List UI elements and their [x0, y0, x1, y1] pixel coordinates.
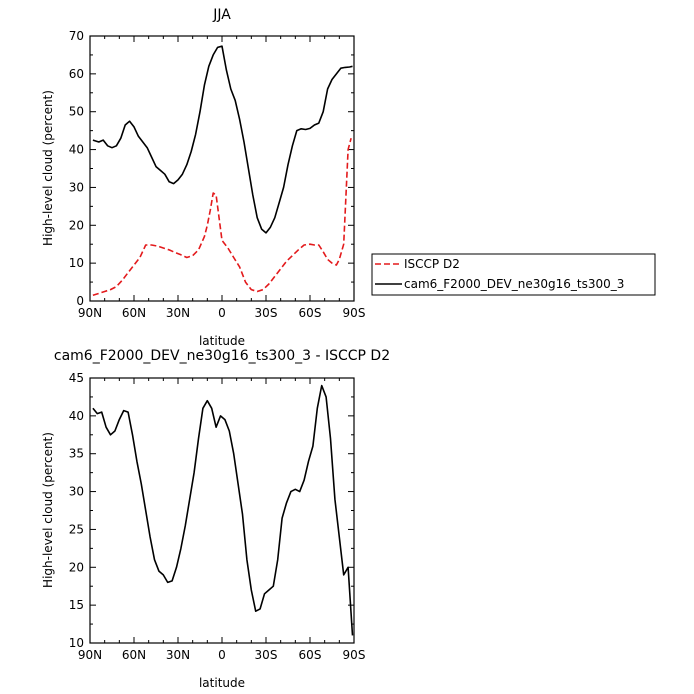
top-series-line-1 [92, 45, 353, 234]
bottom-series-line-0 [92, 384, 354, 636]
top-plot-frame [89, 35, 355, 302]
bottom-y-tick-label: 35 [69, 447, 84, 461]
bottom-x-tick-label: 30N [166, 648, 190, 662]
top-x-tick-label: 90N [78, 306, 102, 320]
top-y-tick-label: 10 [69, 256, 84, 270]
top-x-axis-label: latitude [199, 334, 245, 348]
bottom-plot-area: 90N 60N 30N 0 30S 60S 90S 10 15 20 25 30 35 40 45 [69, 371, 366, 662]
bottom-x-axis-label: latitude [199, 676, 245, 690]
top-plot-area: 90N 60N 30N 0 30S 60S 90S 0 10 20 30 40 50 60 70 [69, 29, 366, 320]
bottom-y-tick-label: 40 [69, 409, 84, 423]
bottom-x-tick-label: 0 [218, 648, 226, 662]
top-x-tick-label: 0 [218, 306, 226, 320]
top-y-tick-label: 70 [69, 29, 84, 43]
top-y-tick-label: 60 [69, 67, 84, 81]
bottom-y-tick-label: 25 [69, 522, 84, 536]
top-y-tick-label: 30 [69, 180, 84, 194]
top-x-tick-label: 90S [343, 306, 366, 320]
bottom-y-tick-label: 30 [69, 485, 84, 499]
legend-label-isccp: ISCCP D2 [404, 257, 460, 271]
bottom-y-tick-label: 10 [69, 636, 84, 650]
top-x-tick-label: 60S [299, 306, 322, 320]
top-series-line-0 [92, 137, 352, 297]
legend: ISCCP D2 cam6_F2000_DEV_ne30g16_ts300_3 [371, 253, 656, 296]
bottom-chart: cam6_F2000_DEV_ne30g16_ts300_3 - ISCCP D… [41, 348, 390, 690]
bottom-x-tick-label: 60N [122, 648, 146, 662]
top-y-tick-label: 40 [69, 143, 84, 157]
legend-box [371, 253, 656, 296]
top-y-axis-label: High-level cloud (percent) [41, 90, 55, 246]
bottom-x-tick-label: 90N [78, 648, 102, 662]
bottom-x-tick-label: 60S [299, 648, 322, 662]
bottom-x-tick-label: 90S [343, 648, 366, 662]
top-chart-title: JJA [212, 7, 231, 23]
bottom-y-tick-label: 45 [69, 371, 84, 385]
top-y-tick-label: 20 [69, 218, 84, 232]
top-x-tick-label: 30S [255, 306, 278, 320]
top-x-tick-label: 60N [122, 306, 146, 320]
top-chart: JJA 90N 60N 30N 0 30S 60S 90S 0 10 20 30 40 50 60 70 l… [41, 7, 365, 348]
top-x-tick-label: 30N [166, 306, 190, 320]
bottom-y-tick-label: 20 [69, 560, 84, 574]
bottom-chart-title: cam6_F2000_DEV_ne30g16_ts300_3 - ISCCP D… [54, 348, 390, 364]
top-y-tick-label: 50 [69, 105, 84, 119]
bottom-y-axis-label: High-level cloud (percent) [41, 432, 55, 588]
top-y-tick-label: 0 [76, 294, 84, 308]
legend-label-cam6: cam6_F2000_DEV_ne30g16_ts300_3 [404, 277, 624, 291]
bottom-x-tick-label: 30S [255, 648, 278, 662]
bottom-y-tick-label: 15 [69, 598, 84, 612]
